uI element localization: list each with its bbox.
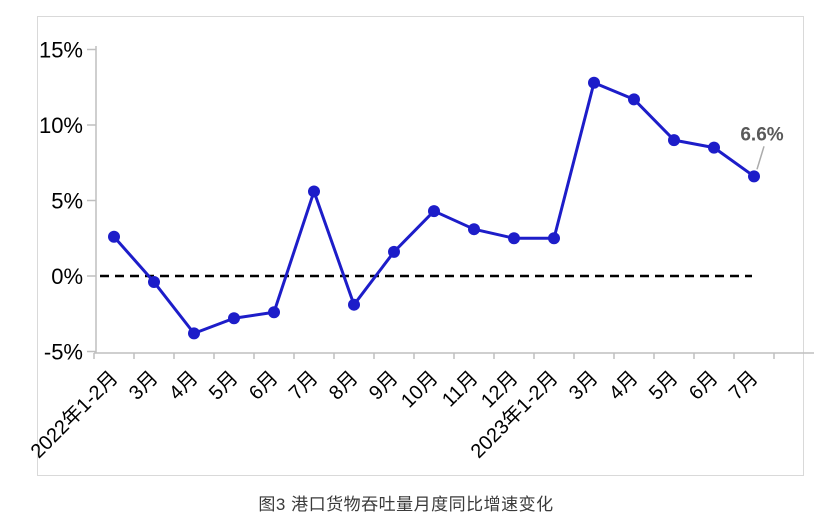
x-tick-label: 2022年1-2月 — [26, 366, 122, 462]
x-tick-label: 11月 — [438, 367, 482, 411]
x-tick-label: 4月 — [165, 367, 203, 405]
y-tick-label: -5% — [44, 340, 83, 365]
data-point — [508, 232, 520, 245]
data-point — [708, 141, 720, 154]
y-tick-label: 0% — [51, 264, 83, 289]
y-tick-label: 10% — [39, 113, 83, 138]
x-tick-label: 5月 — [205, 367, 243, 405]
x-tick-label: 4月 — [605, 367, 643, 405]
data-point — [668, 134, 680, 147]
chart-caption: 图3 港口货物吞吐量月度同比增速变化 — [258, 495, 554, 514]
x-tick-label: 7月 — [725, 367, 763, 405]
annotation-leader-line — [756, 146, 765, 170]
data-label: 6.6% — [740, 124, 783, 145]
y-tick-label: 15% — [39, 38, 83, 63]
data-point — [548, 232, 560, 245]
x-tick-label: 6月 — [245, 367, 283, 405]
data-point — [308, 185, 320, 198]
x-tick-label: 3月 — [125, 367, 163, 405]
x-tick-label: 3月 — [565, 367, 603, 405]
data-point — [588, 76, 600, 89]
x-tick-label: 5月 — [645, 367, 683, 405]
data-point — [268, 306, 280, 319]
data-point — [148, 276, 160, 289]
data-point — [188, 327, 200, 340]
x-tick-label: 7月 — [285, 367, 323, 405]
data-point — [468, 223, 480, 236]
chart-plot-frame — [37, 16, 804, 476]
x-tick-label: 8月 — [325, 367, 363, 405]
x-tick-label: 10月 — [397, 367, 442, 412]
data-point — [428, 205, 440, 218]
data-point — [628, 93, 640, 106]
data-point — [748, 170, 760, 183]
data-point — [388, 245, 400, 258]
y-tick-label: 5% — [51, 189, 83, 214]
data-point — [108, 230, 120, 243]
data-point — [228, 312, 240, 325]
data-point — [348, 298, 360, 311]
x-tick-label: 9月 — [365, 367, 403, 405]
x-tick-label: 6月 — [685, 367, 723, 405]
